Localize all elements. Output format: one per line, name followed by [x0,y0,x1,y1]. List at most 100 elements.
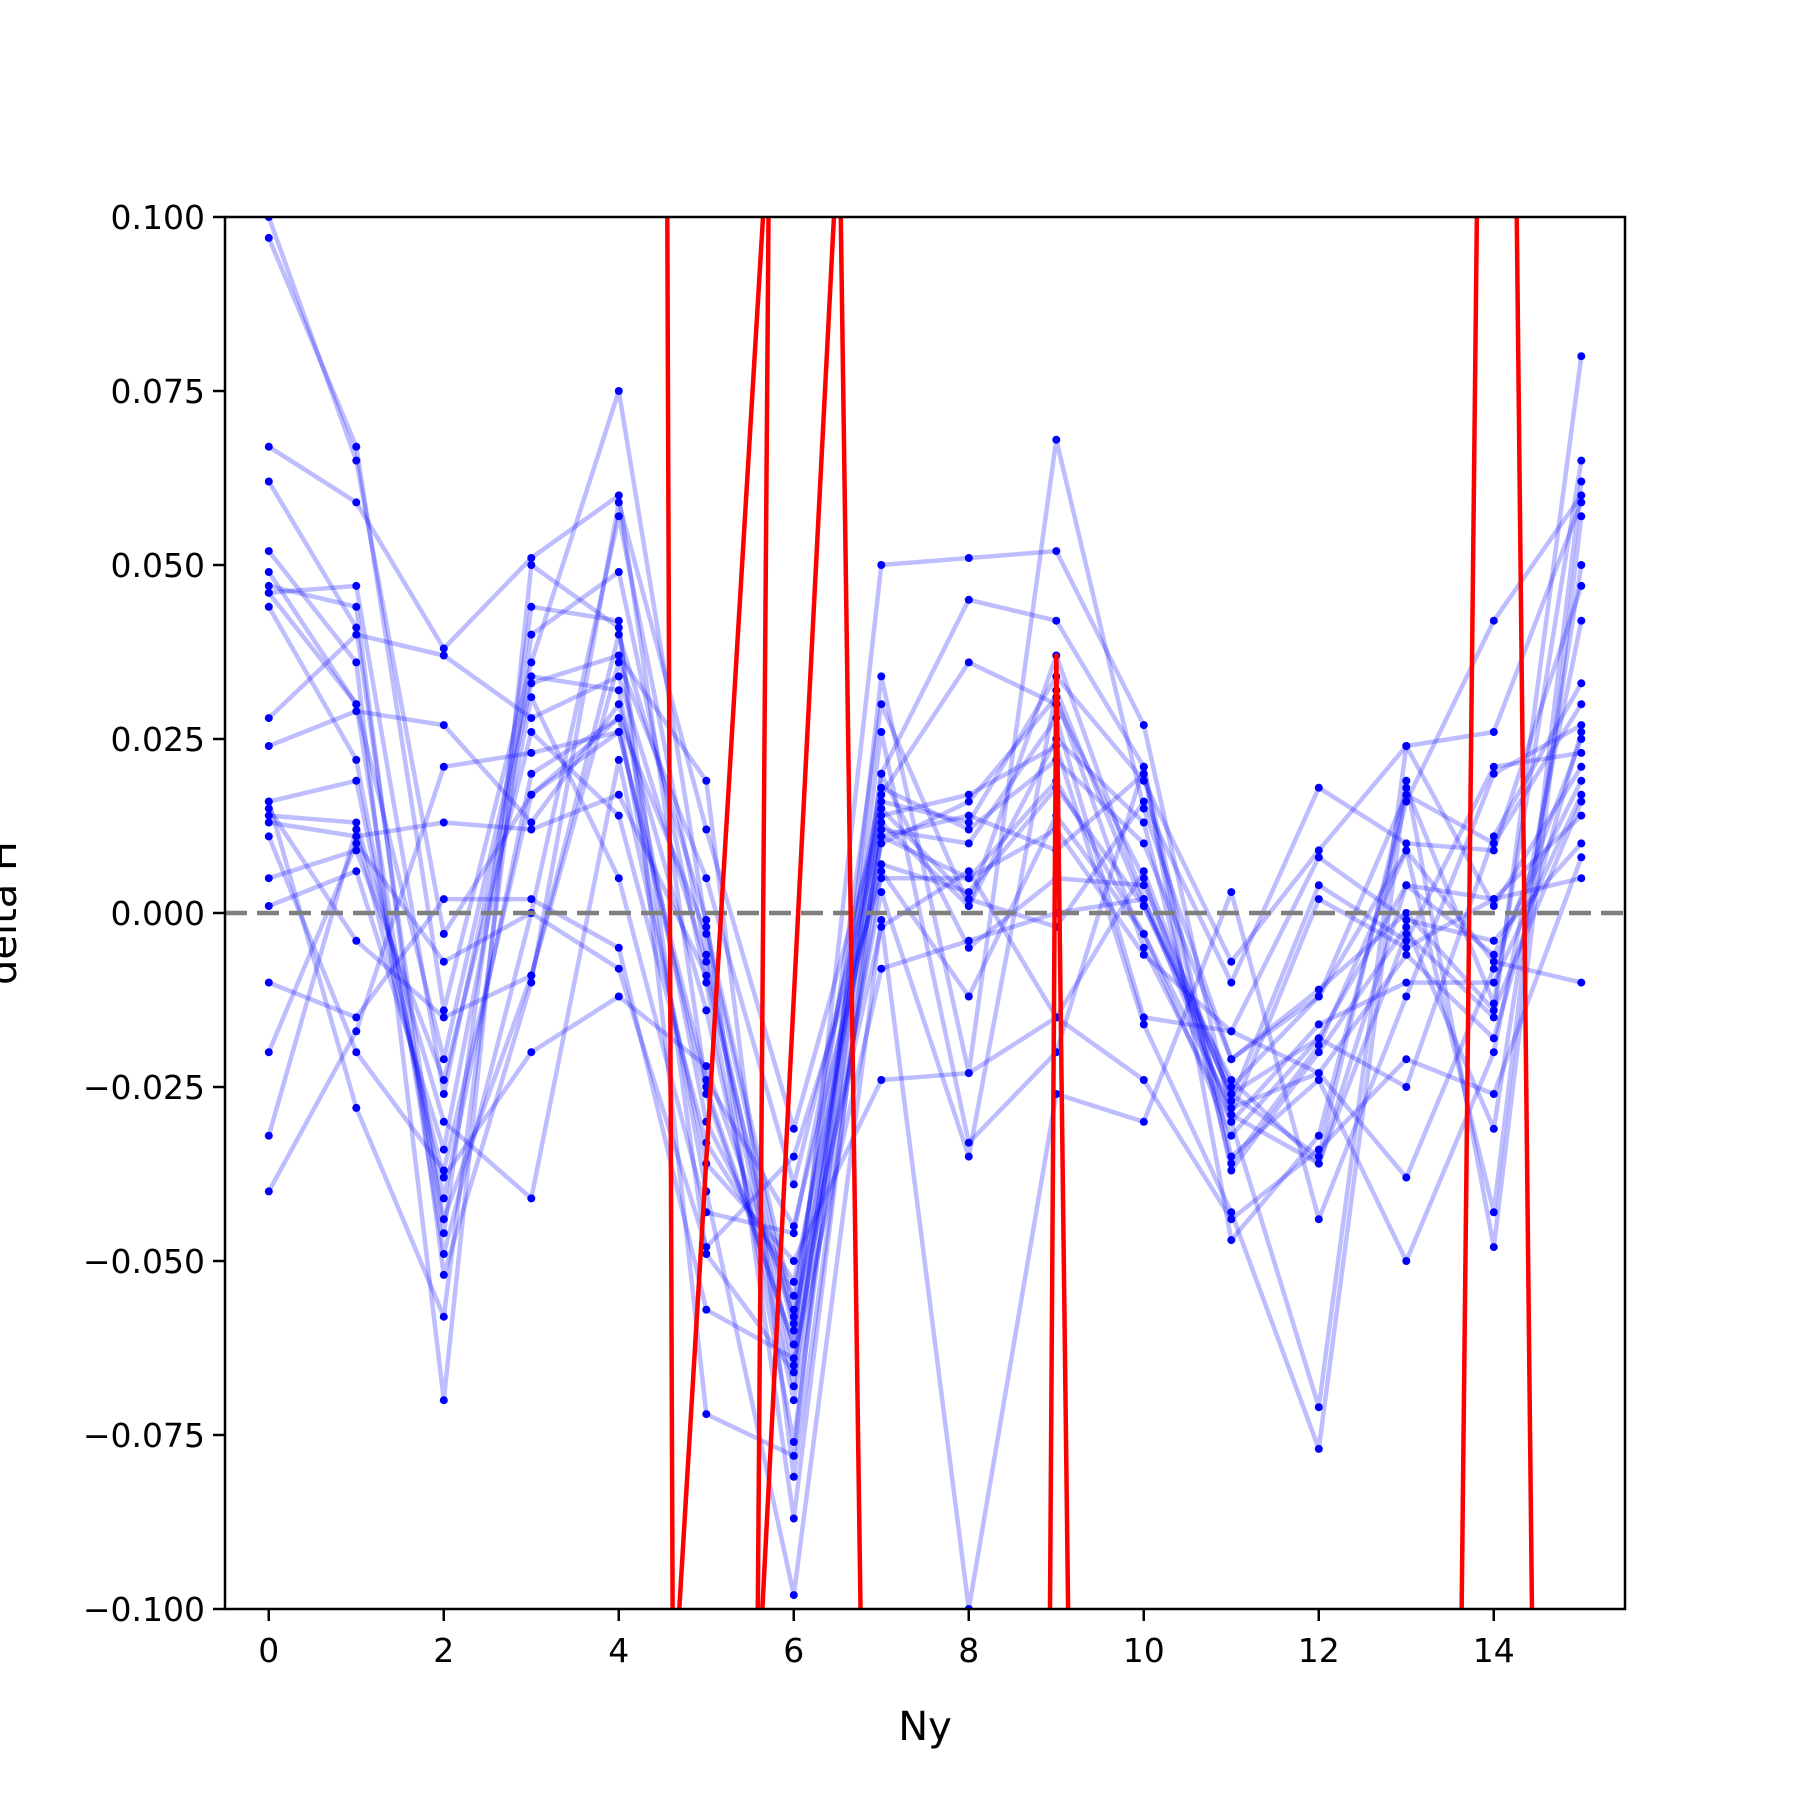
trial-series-point [964,839,973,848]
trial-series-point [877,811,886,820]
trial-series-point [1577,352,1586,361]
trial-series-point [1139,769,1148,778]
trial-series-point [877,916,886,924]
trial-series-point [702,957,711,966]
trial-series-point [1314,1145,1323,1154]
trial-series-point [877,832,886,841]
trial-series-point [1314,895,1323,904]
trial-series-point [439,1090,448,1098]
trial-series-point [264,714,273,723]
trial-series-point [439,1194,448,1203]
trial-series-point [527,790,536,799]
trial-series-point [439,1006,448,1015]
trial-series-point [789,1396,798,1405]
trial-series-point [352,658,361,667]
trial-series-point [1489,1048,1498,1057]
trial-series-point [1139,950,1148,959]
trial-series-line [266,237,1584,1312]
trial-series-point [352,581,361,590]
trial-series-point [527,978,536,987]
trial-series-point [702,776,711,785]
trial-series-point [614,568,623,576]
trial-series-point [1227,1103,1236,1112]
trial-series-point [264,978,273,987]
trial-series-point [264,477,273,486]
y-tick-label: −0.025 [83,1068,205,1107]
trial-series-point [1314,1034,1323,1043]
trial-series-point [789,1326,798,1335]
trial-series-point [1577,797,1586,806]
trial-series-point [1402,839,1411,848]
trial-series-point [1314,783,1323,792]
trial-series-line [267,620,1584,1389]
trial-series-point [527,561,536,569]
trial-series-line [267,514,1584,1368]
trial-series-point [1577,874,1586,883]
trial-series-point [1402,790,1411,799]
trial-series-point [352,1013,361,1022]
trial-series-point [1489,616,1498,625]
trial-series-point [964,895,973,904]
trial-series-point [789,1472,798,1481]
trial-series-point [789,1257,798,1265]
trial-series-point [614,790,623,799]
trial-series-point [1577,748,1586,757]
trial-series-line [268,564,1584,1480]
trial-series-point [614,874,623,883]
trial-series-point [877,818,886,827]
trial-series-point [789,1319,798,1328]
trial-series-point [1052,547,1061,556]
trial-series-point [1577,978,1586,987]
trial-series-point [352,707,361,716]
trial-series-point [614,616,623,625]
trial-series-line [268,500,1584,1452]
trial-series-point [352,755,361,764]
trial-series-point [1577,477,1586,486]
trial-series-point [439,1270,448,1279]
trial-series-point [1402,922,1411,931]
trial-series-point [789,1340,798,1349]
trial-series-line [267,355,1584,1347]
trial-series-point [614,630,623,639]
trial-series-point [702,1250,711,1258]
trial-series-point [964,818,973,827]
trial-series-point [1402,943,1411,952]
trial-series-point [439,1013,448,1022]
trial-series-point [439,1396,448,1405]
trial-series-point [527,728,536,736]
trial-series-point [352,602,361,611]
trial-series-line [267,494,1584,1403]
trial-series-point [1139,1117,1148,1126]
trial-series-point [352,1027,361,1036]
trial-series-point [702,1076,711,1084]
trial-series-point [1227,1166,1236,1175]
trial-series-point [1402,992,1411,1001]
trial-series-point [352,498,361,507]
trial-series-point [1052,616,1061,625]
trial-series-point [352,846,361,855]
trial-series-point [1139,762,1148,771]
x-tick-label: 2 [433,1631,454,1670]
trial-series-point [1402,909,1411,917]
trial-series-point [1489,1034,1498,1043]
trial-series-point [439,762,448,771]
trial-series-point [439,721,448,730]
trial-series-point [1227,1131,1236,1140]
trial-series-point [614,943,623,952]
trial-series-point [964,874,973,883]
y-tick-label: −0.075 [83,1416,205,1455]
trial-series-point [614,700,623,709]
trial-series-point [1139,943,1148,952]
trial-series-point [614,964,623,973]
trial-series-point [264,1048,273,1057]
trial-series-point [1577,728,1586,736]
trial-series-point [964,943,973,952]
trial-series-point [352,1048,361,1057]
trial-series-point [439,957,448,966]
trial-series-point [614,992,623,1001]
trial-series-point [264,442,273,451]
trial-series-point [702,1243,711,1252]
trial-series-point [614,728,623,736]
trial-series-point [1227,1055,1236,1064]
trial-series-point [1577,679,1586,688]
